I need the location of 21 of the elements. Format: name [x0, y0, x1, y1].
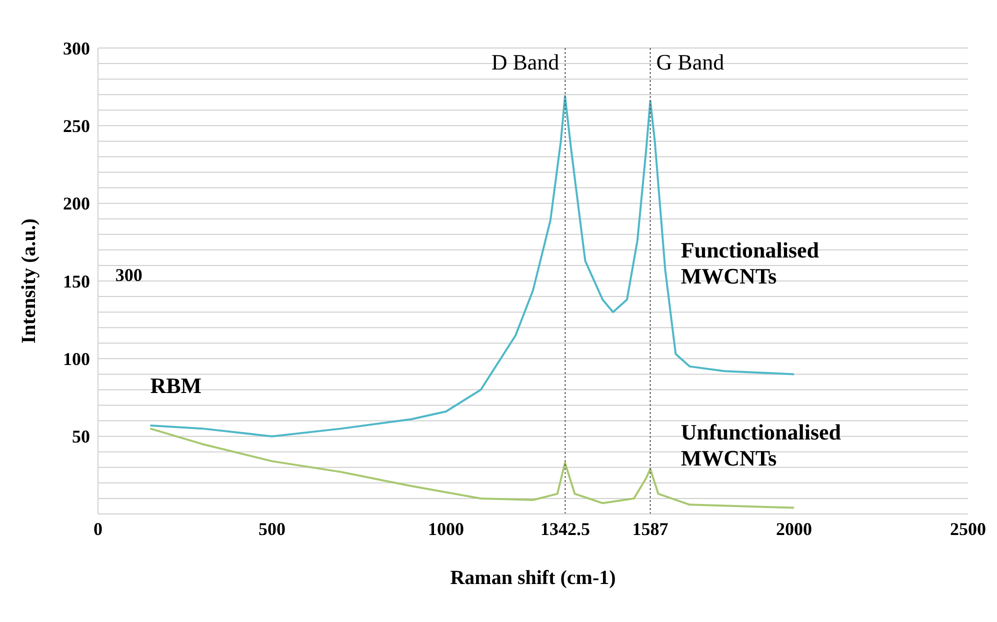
annotation: 300: [115, 265, 142, 285]
y-tick-label: 100: [63, 349, 90, 370]
ref-line-label: D Band: [491, 50, 560, 75]
x-tick-label: 1587: [632, 518, 668, 539]
y-axis-title: Intensity (a.u.): [18, 218, 40, 344]
y-tick-label: 300: [63, 38, 90, 58]
y-tick-label: 200: [63, 194, 90, 214]
x-tick-label: 1000: [428, 518, 464, 539]
annotation: RBM: [150, 372, 202, 398]
x-axis-title: Raman shift (cm-1): [450, 567, 616, 589]
x-tick-label: 1342.5: [540, 518, 590, 539]
y-tick-label: 150: [63, 271, 90, 292]
x-tick-label: 2500: [950, 518, 986, 539]
y-tick-label: 50: [72, 426, 90, 447]
annotation: Unfunctionalised MWCNTs: [680, 419, 842, 470]
x-tick-label: 2000: [776, 518, 812, 539]
y-tick-label: 250: [63, 116, 90, 136]
x-tick-label: 0: [94, 518, 102, 539]
annotation: Functionalised MWCNTs: [680, 238, 820, 289]
x-tick-label: 500: [258, 518, 286, 539]
ref-line-label: G Band: [656, 50, 724, 75]
